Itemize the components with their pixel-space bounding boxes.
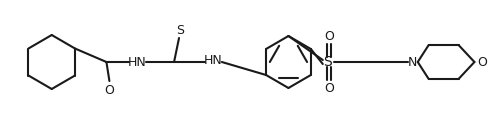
Text: S: S <box>176 24 184 36</box>
Text: HN: HN <box>128 56 146 68</box>
Text: O: O <box>324 82 334 94</box>
Text: N: N <box>408 56 417 68</box>
Text: HN: HN <box>203 54 222 66</box>
Text: O: O <box>104 84 114 98</box>
Text: O: O <box>324 30 334 43</box>
Text: O: O <box>477 56 488 68</box>
Text: S: S <box>324 55 332 69</box>
